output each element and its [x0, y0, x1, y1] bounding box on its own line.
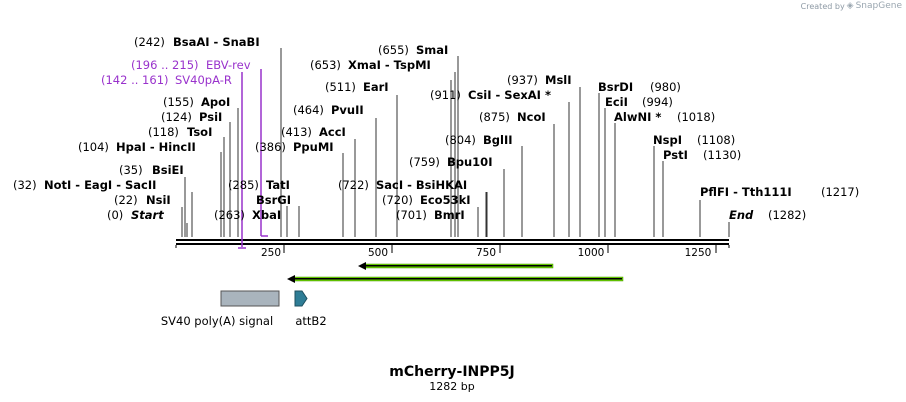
primer-markers [238, 69, 268, 249]
map-title: mCherry-INPP5J [389, 364, 514, 380]
site-name: AlwNI * [614, 110, 661, 124]
orf-arrow-1 [358, 262, 554, 270]
cut-site-lines [181, 48, 730, 237]
site-position: (22) [114, 193, 138, 207]
site-position: (104) [78, 140, 109, 154]
site-name: End [729, 208, 754, 222]
attB2-arrow-icon [294, 290, 308, 307]
snapgene-logo-icon: ◈ [846, 1, 854, 11]
site-name: EarI [363, 80, 389, 94]
map-subtitle: 1282 bp [429, 380, 474, 393]
primer-labels: (196 .. 215) EBV-rev (142 .. 161) SV40pA… [101, 58, 251, 87]
site-name: BsaAI - SnaBI [173, 35, 260, 49]
site-name: XbaI [252, 208, 281, 222]
site-name: PvuII [331, 103, 364, 117]
site-position: (1018) [677, 110, 715, 124]
site-position: (994) [642, 95, 673, 109]
site-position: (911) [430, 88, 461, 102]
site-name: BglII [483, 133, 513, 147]
site-position: (386) [255, 140, 286, 154]
site-name: PstI [663, 148, 688, 162]
site-position: (464) [293, 103, 324, 117]
site-position: (511) [325, 80, 356, 94]
site-position: (759) [409, 155, 440, 169]
site-name: NcoI [517, 110, 546, 124]
site-name: MslI [545, 73, 572, 87]
feature-label-polyA: SV40 poly(A) signal [161, 314, 273, 328]
site-name: BmrI [434, 208, 465, 222]
axis-tick-labels: 250 500 750 1000 1250 [261, 247, 711, 259]
primer-name: EBV-rev [206, 58, 251, 72]
credit-brand: SnapGene [855, 1, 902, 11]
credit-prefix: Created by [800, 1, 845, 11]
site-position: (32) [13, 178, 37, 192]
site-position: (980) [650, 80, 681, 94]
cut-site-labels: (0) Start (22) NsiI (32) NotI - EagI - S… [13, 35, 859, 222]
site-position: (155) [163, 95, 194, 109]
site-position: (263) [214, 208, 245, 222]
site-name: Eco53kI [420, 193, 471, 207]
backbone [176, 239, 729, 245]
site-name: EciI [605, 95, 628, 109]
polyA-box-icon [220, 290, 280, 307]
site-position: (1217) [821, 185, 859, 199]
tick-label: 1250 [685, 247, 712, 259]
site-name: NsiI [146, 193, 171, 207]
site-position: (242) [134, 35, 165, 49]
axis-ticks [175, 245, 730, 253]
site-name: BsiEI [152, 163, 184, 177]
site-name: XmaI - TspMI [348, 58, 431, 72]
tick-label: 1000 [578, 247, 605, 259]
site-position: (124) [161, 110, 192, 124]
site-position: (655) [378, 43, 409, 57]
site-position: (1108) [697, 133, 735, 147]
site-name: PsiI [199, 110, 222, 124]
site-position: (722) [338, 178, 369, 192]
primer-range: (142 .. 161) [101, 73, 169, 87]
site-name: BsrGI [256, 193, 291, 207]
site-name: PpuMI [293, 140, 334, 154]
tick-label: 750 [476, 247, 496, 259]
site-name: NspI [653, 133, 682, 147]
site-name: Start [131, 208, 164, 222]
site-position: (1282) [768, 208, 806, 222]
site-name: AccI [319, 125, 346, 139]
site-name: SacI - BsiHKAI [376, 178, 467, 192]
orf-arrow-2 [287, 275, 624, 283]
site-name: TsoI [187, 125, 212, 139]
site-position: (118) [148, 125, 179, 139]
site-name: BsrDI [598, 80, 633, 94]
site-position: (35) [119, 163, 143, 177]
site-position: (285) [228, 178, 259, 192]
tick-label: 250 [261, 247, 281, 259]
credit: Created by ◈ SnapGene [801, 1, 902, 11]
site-position: (804) [445, 133, 476, 147]
site-name: NotI - EagI - SacII [44, 178, 156, 192]
site-name: PflFI - Tth111I [700, 185, 792, 199]
orf-arrows [287, 262, 624, 283]
site-position: (937) [507, 73, 538, 87]
site-position: (701) [396, 208, 427, 222]
site-name: CsiI - SexAI * [468, 88, 551, 102]
site-name: HpaI - HincII [116, 140, 196, 154]
site-position: (720) [382, 193, 413, 207]
site-name: ApoI [201, 95, 230, 109]
site-position: (1130) [703, 148, 741, 162]
site-name: TatI [266, 178, 290, 192]
tick-label: 500 [368, 247, 388, 259]
site-position: (875) [479, 110, 510, 124]
site-position: (413) [281, 125, 312, 139]
site-name: SmaI [416, 43, 448, 57]
site-name: Bpu10I [447, 155, 492, 169]
site-position: (653) [310, 58, 341, 72]
primer-name: SV40pA-R [175, 73, 232, 87]
primer-range: (196 .. 215) [131, 58, 199, 72]
feature-label-attB2: attB2 [295, 314, 326, 328]
site-position: (0) [107, 208, 123, 222]
